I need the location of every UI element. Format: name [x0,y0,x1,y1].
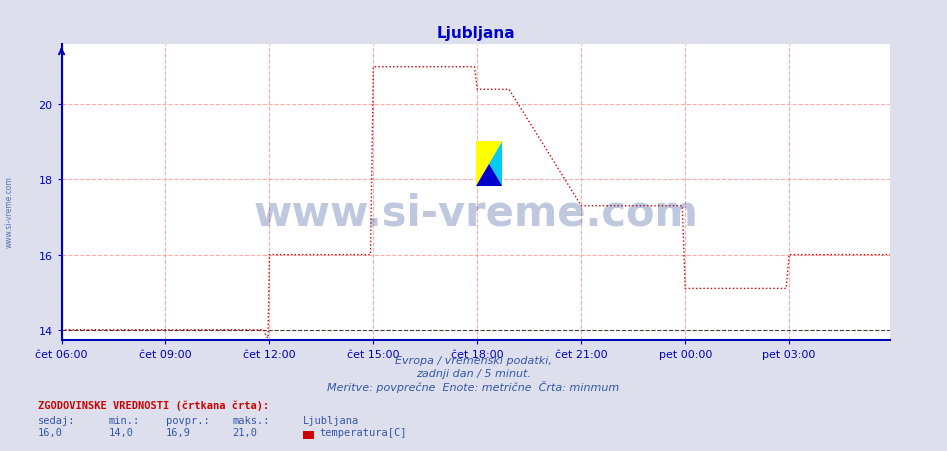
Text: 21,0: 21,0 [232,427,257,437]
Text: Meritve: povprečne  Enote: metrične  Črta: minmum: Meritve: povprečne Enote: metrične Črta:… [328,380,619,392]
Text: min.:: min.: [109,415,140,425]
Polygon shape [475,142,502,187]
Text: 16,0: 16,0 [38,427,63,437]
Polygon shape [475,164,502,187]
Text: povpr.:: povpr.: [166,415,209,425]
Text: 14,0: 14,0 [109,427,134,437]
Text: Ljubljana: Ljubljana [303,415,359,425]
Text: zadnji dan / 5 minut.: zadnji dan / 5 minut. [416,368,531,378]
Text: Evropa / vremenski podatki,: Evropa / vremenski podatki, [395,355,552,365]
Text: 16,9: 16,9 [166,427,190,437]
Title: Ljubljana: Ljubljana [437,26,515,41]
Text: maks.:: maks.: [232,415,270,425]
Polygon shape [489,142,502,187]
Text: www.si-vreme.com: www.si-vreme.com [5,176,14,248]
Text: sedaj:: sedaj: [38,415,76,425]
Text: www.si-vreme.com: www.si-vreme.com [254,193,698,235]
Text: ZGODOVINSKE VREDNOSTI (črtkana črta):: ZGODOVINSKE VREDNOSTI (črtkana črta): [38,400,269,410]
Text: temperatura[C]: temperatura[C] [319,427,406,437]
